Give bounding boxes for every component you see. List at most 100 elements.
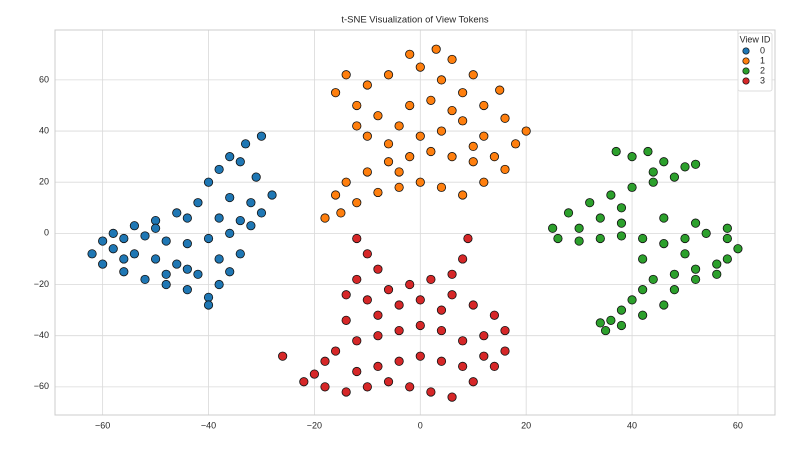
point — [352, 336, 362, 346]
point — [426, 146, 436, 157]
point — [415, 131, 425, 141]
point — [394, 182, 404, 192]
plot-frame — [54, 29, 776, 416]
point — [680, 233, 690, 244]
point — [341, 290, 351, 300]
point — [638, 233, 648, 244]
point — [251, 172, 261, 182]
point — [659, 300, 669, 310]
point — [648, 274, 658, 285]
point — [415, 295, 425, 305]
point — [638, 310, 648, 320]
point — [405, 49, 415, 59]
point — [553, 233, 563, 244]
point — [690, 264, 701, 274]
point — [405, 279, 415, 290]
point — [362, 131, 372, 141]
point — [373, 331, 383, 341]
point — [489, 310, 500, 320]
point — [479, 100, 489, 111]
point — [352, 121, 362, 131]
point — [362, 167, 372, 177]
point — [436, 325, 447, 336]
point — [627, 295, 637, 305]
point — [627, 152, 637, 162]
point — [341, 70, 351, 80]
point — [225, 192, 235, 203]
point — [405, 382, 415, 392]
point — [669, 269, 680, 279]
point — [394, 167, 404, 177]
point — [225, 152, 235, 162]
point — [669, 285, 680, 295]
point — [129, 221, 140, 231]
point — [172, 259, 182, 269]
point — [203, 300, 214, 310]
point — [595, 233, 605, 244]
point — [669, 172, 680, 182]
point — [383, 139, 394, 149]
point — [336, 208, 346, 218]
point — [447, 290, 457, 300]
y-tick-label: 60 — [39, 74, 49, 84]
point — [214, 254, 224, 264]
point — [627, 182, 637, 192]
point — [373, 310, 383, 320]
point — [436, 126, 447, 136]
point — [479, 177, 489, 187]
point — [521, 126, 531, 136]
point — [468, 141, 478, 151]
point — [330, 346, 341, 356]
point — [415, 320, 425, 331]
point — [489, 152, 500, 162]
point — [394, 325, 404, 336]
point — [659, 239, 669, 249]
point — [500, 325, 510, 336]
point — [479, 331, 489, 341]
point — [638, 285, 648, 295]
point — [712, 259, 722, 269]
point — [352, 274, 362, 285]
point — [659, 157, 669, 167]
y-tick-label: 0 — [44, 228, 49, 238]
x-tick-label: −60 — [95, 420, 110, 430]
legend-label: 2 — [760, 65, 765, 75]
point — [616, 320, 627, 331]
point — [495, 85, 505, 95]
legend-title: View ID — [740, 34, 771, 44]
point — [468, 300, 478, 310]
point — [172, 208, 182, 218]
point — [458, 254, 468, 264]
point — [150, 223, 161, 233]
point — [680, 249, 690, 259]
point — [362, 295, 372, 305]
point — [458, 190, 468, 200]
point — [468, 70, 478, 80]
point — [690, 159, 701, 169]
point — [643, 146, 653, 157]
point — [394, 300, 404, 310]
point — [352, 198, 362, 208]
point — [256, 131, 267, 141]
point — [98, 236, 108, 246]
legend-marker — [742, 67, 750, 75]
point — [479, 351, 489, 361]
point — [722, 233, 732, 244]
point — [479, 131, 489, 141]
point — [648, 167, 658, 177]
point — [129, 249, 140, 259]
point — [214, 164, 224, 175]
point — [352, 100, 362, 111]
point — [362, 80, 372, 90]
point — [240, 139, 251, 149]
point — [341, 387, 351, 397]
point — [463, 233, 473, 244]
point — [595, 318, 605, 328]
point — [309, 369, 320, 379]
y-tick-label: 40 — [39, 125, 49, 135]
point — [87, 249, 97, 259]
point — [659, 213, 669, 223]
point — [330, 190, 341, 200]
